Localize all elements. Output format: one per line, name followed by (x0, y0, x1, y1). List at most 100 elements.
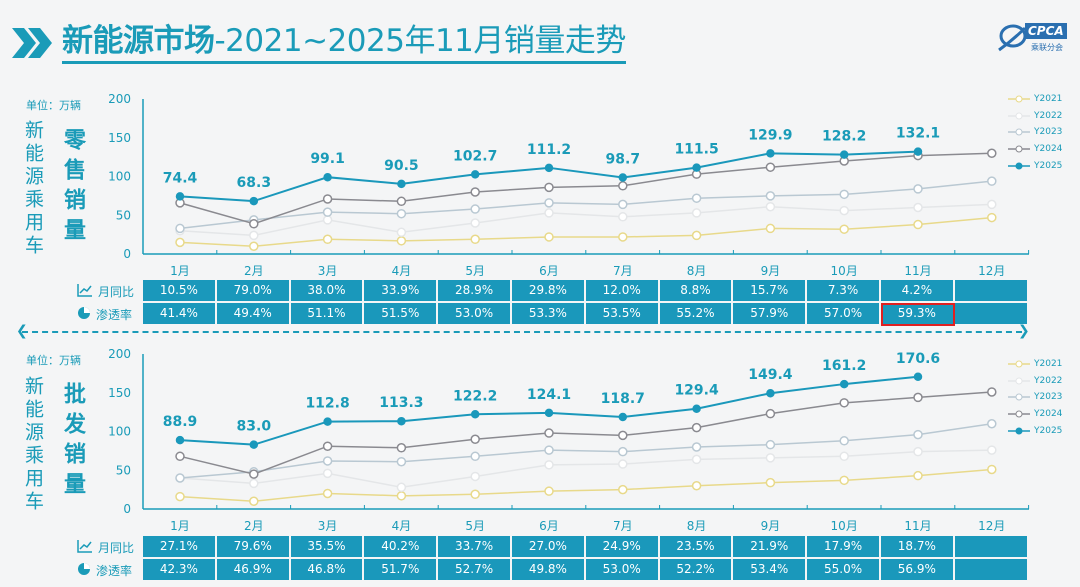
data-point-Y2023 (618, 446, 628, 457)
y-tick-label: 100 (108, 170, 131, 184)
data-point-Y2021 (987, 212, 997, 223)
yoy-cell: 28.9% (438, 280, 512, 303)
row-label-text: 渗透率 (96, 308, 133, 322)
data-point-Y2024 (322, 194, 333, 204)
data-point-Y2023 (765, 191, 776, 201)
yoy-cell: 15.7% (733, 280, 808, 303)
data-label: 99.1 (310, 151, 345, 167)
penetration-cell: 53.0% (438, 303, 512, 326)
data-point-Y2025 (913, 372, 923, 382)
data-point-Y2025 (692, 163, 701, 172)
data-point-Y2022 (396, 482, 407, 493)
data-point-Y2024 (839, 398, 849, 408)
data-point-Y2023 (322, 207, 333, 217)
data-point-Y2025 (175, 435, 185, 445)
data-point-Y2022 (618, 459, 628, 469)
legend-item: Y2024 (1008, 406, 1062, 423)
wholesale-stats-table: 月同比 27.1% 79.6% 35.5% 40.2% 33.7% 27.0% 24.9% 23… (73, 536, 1029, 582)
data-point-Y2022 (691, 208, 702, 218)
penetration-cell: 55.0% (807, 559, 881, 582)
legend-item: Y2023 (1008, 124, 1062, 141)
data-point-Y2025 (397, 416, 406, 426)
data-point-Y2023 (839, 189, 849, 200)
data-point-Y2023 (987, 176, 997, 186)
x-tick-label: 2月 (244, 264, 264, 278)
data-point-Y2025 (618, 173, 628, 182)
data-point-Y2022 (839, 451, 849, 462)
data-point-Y2023 (470, 451, 480, 462)
x-tick-label: 8月 (687, 264, 707, 278)
data-label: 98.7 (606, 152, 641, 168)
data-label: 122.2 (453, 388, 497, 404)
series-line-Y2022 (179, 449, 992, 489)
yoy-cell: 79.0% (216, 280, 291, 303)
yoy-cell: 79.6% (216, 536, 291, 559)
yoy-cell: 8.8% (659, 280, 734, 303)
x-tick-label: 12月 (978, 264, 1005, 278)
yoy-cell (954, 280, 1029, 303)
y-tick-label: 50 (116, 208, 131, 222)
data-point-Y2024 (396, 196, 407, 207)
x-tick-label: 10月 (831, 519, 858, 533)
data-point-Y2021 (396, 236, 407, 246)
legend-marker-icon (1008, 112, 1030, 120)
x-tick-label: 9月 (761, 264, 781, 278)
legend: Y2021 Y2022 Y2023 Y2024 Y2025 (1008, 91, 1062, 174)
row-label-text: 月同比 (98, 541, 135, 555)
penetration-cell: 52.2% (659, 559, 734, 582)
row-label-yoy: 月同比 (73, 536, 143, 559)
data-point-Y2022 (618, 212, 628, 222)
x-tick-label: 11月 (904, 519, 931, 533)
data-point-Y2024 (544, 428, 554, 438)
data-point-Y2024 (913, 392, 923, 403)
data-point-Y2025 (544, 408, 554, 418)
page-title: 新能源市场-2021~2025年11月销量走势 (62, 22, 626, 64)
data-point-Y2025 (618, 412, 628, 422)
legend-marker-icon (1008, 377, 1030, 385)
legend-label: Y2023 (1034, 127, 1063, 138)
pie-chart-icon (77, 562, 91, 579)
penetration-cell: 57.0% (807, 303, 881, 326)
cpca-logo: CPCA 乘联分会 (995, 20, 1075, 66)
data-point-Y2023 (544, 445, 554, 455)
data-point-Y2025 (766, 149, 775, 158)
arrow-left-icon: ❮ (16, 323, 28, 339)
data-point-Y2022 (765, 453, 776, 463)
data-point-Y2021 (691, 230, 702, 241)
penetration-cell: 52.7% (438, 559, 512, 582)
legend-marker-icon (1008, 410, 1030, 418)
legend-item: Y2023 (1008, 389, 1062, 406)
penetration-cell: 57.9% (733, 303, 808, 326)
legend-marker-icon (1008, 128, 1030, 136)
legend-label: Y2021 (1034, 94, 1063, 105)
title-rest: -2021~2025年11月销量走势 (214, 23, 627, 59)
data-point-Y2021 (618, 232, 628, 242)
legend: Y2021 Y2022 Y2023 Y2024 Y2025 (1008, 356, 1062, 439)
data-point-Y2021 (396, 491, 407, 501)
data-point-Y2021 (175, 237, 185, 248)
legend-marker-icon (1008, 95, 1030, 103)
retail-label: 零售销量 (60, 128, 85, 248)
penetration-cell: 51.5% (364, 303, 439, 326)
section-divider (22, 331, 1022, 333)
y-tick-label: 50 (116, 463, 131, 477)
data-point-Y2022 (470, 218, 480, 228)
penetration-cell: 49.4% (216, 303, 291, 326)
yoy-cell: 38.0% (290, 280, 365, 303)
data-point-Y2024 (618, 430, 628, 441)
x-tick-label: 7月 (613, 264, 633, 278)
yoy-cell: 33.7% (438, 536, 512, 559)
penetration-cell: 59.3% (880, 303, 955, 326)
data-point-Y2023 (839, 436, 849, 446)
x-tick-label: 8月 (687, 519, 707, 533)
data-point-Y2023 (396, 456, 407, 467)
row-label-penetration: 渗透率 (73, 559, 143, 582)
penetration-cell: 42.3% (143, 559, 217, 582)
legend-marker-icon (1008, 360, 1030, 368)
x-tick-label: 5月 (465, 519, 485, 533)
x-tick-label: 11月 (904, 264, 931, 278)
data-point-Y2025 (249, 196, 259, 206)
title-bold: 新能源市场 (62, 23, 215, 59)
data-point-Y2024 (175, 451, 185, 462)
